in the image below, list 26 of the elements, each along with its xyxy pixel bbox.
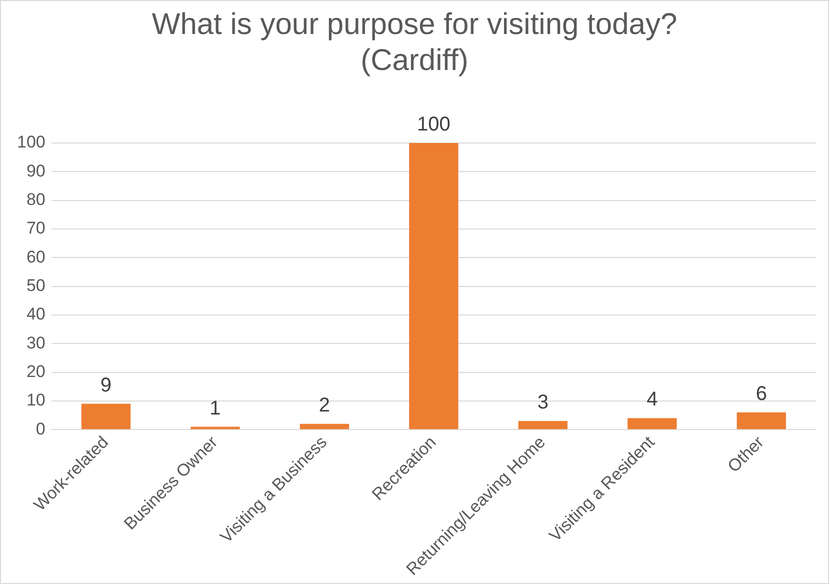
y-tick-label: 10 xyxy=(26,390,46,410)
data-label: 100 xyxy=(416,114,450,136)
y-tick-label: 80 xyxy=(26,190,46,210)
bar xyxy=(190,426,240,430)
bar xyxy=(300,424,350,430)
y-tick-label: 40 xyxy=(26,304,46,324)
y-tick-label: 30 xyxy=(26,333,46,352)
data-label: 3 xyxy=(537,392,548,414)
bar xyxy=(81,404,131,430)
bar xyxy=(518,421,568,430)
data-label: 9 xyxy=(100,374,112,396)
y-tick-label: 90 xyxy=(26,161,46,180)
data-label: 2 xyxy=(318,394,330,416)
bar xyxy=(628,418,677,430)
bar xyxy=(409,143,458,430)
y-tick-label: 20 xyxy=(26,362,46,381)
y-tick-label: 0 xyxy=(36,419,46,438)
y-tick-label: 60 xyxy=(26,247,46,266)
y-tick-label: 100 xyxy=(16,132,46,152)
data-label: 1 xyxy=(210,397,221,420)
data-label: 6 xyxy=(756,382,767,405)
y-tick-label: 50 xyxy=(26,276,46,295)
bar xyxy=(736,412,786,430)
y-tick-label: 70 xyxy=(26,218,46,238)
chart-title: What is your purpose for visiting today? (Cardiff) xyxy=(150,7,678,79)
data-label: 4 xyxy=(646,388,658,411)
